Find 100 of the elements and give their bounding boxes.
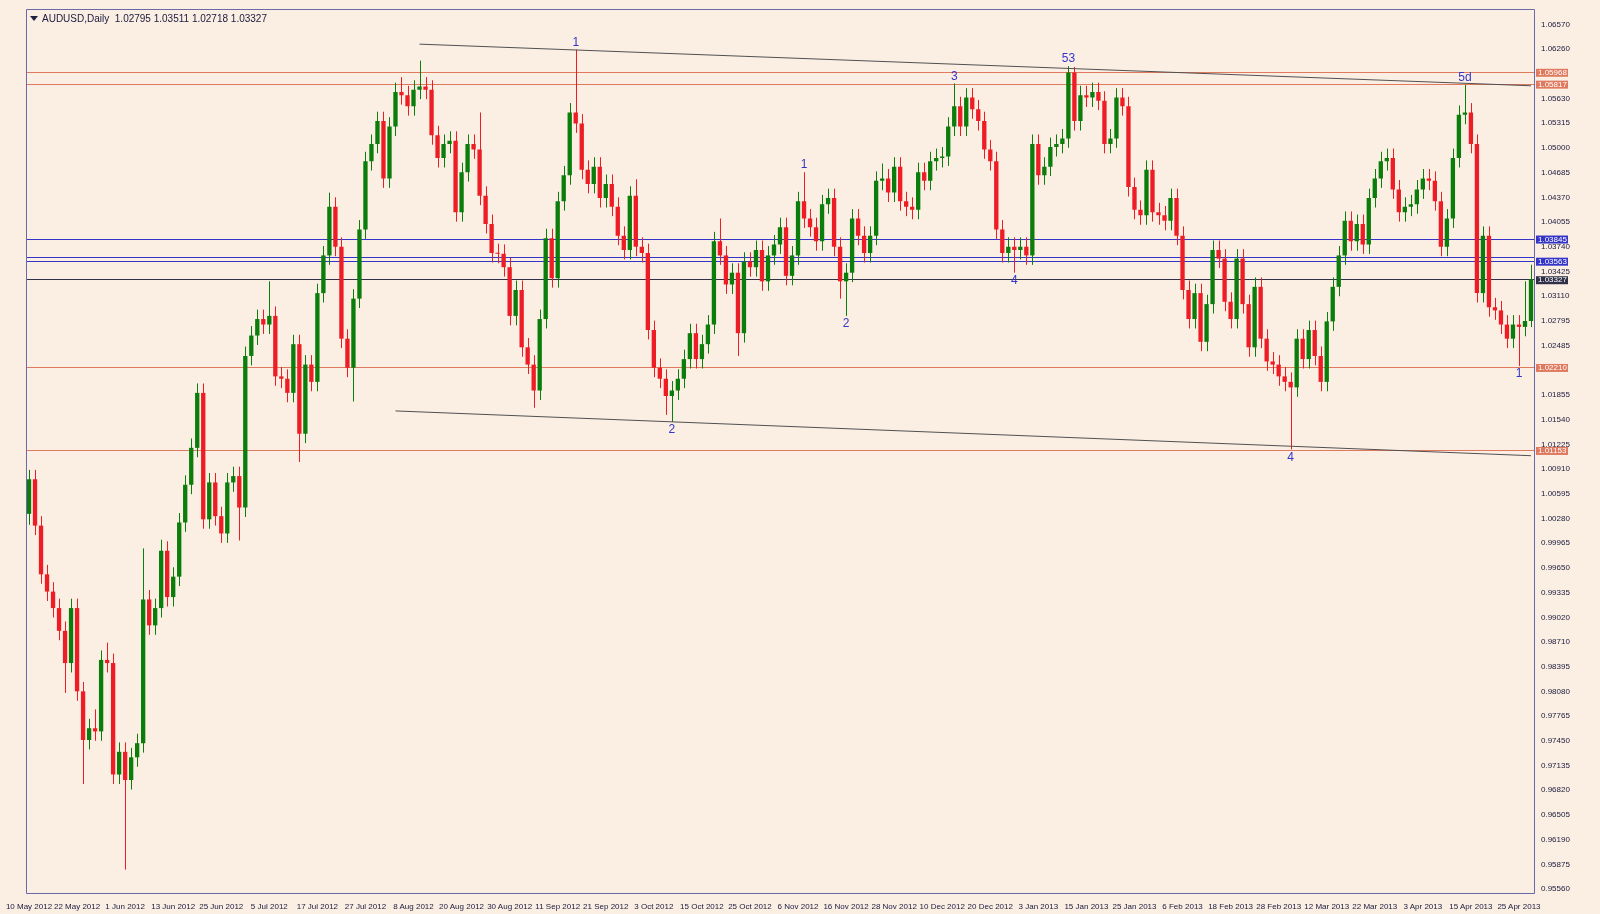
x-tick-label: 25 Jun 2012: [199, 902, 244, 912]
candlestick: [1354, 214, 1359, 252]
candlestick: [879, 163, 885, 191]
y-tick-label: 1.00595: [1541, 489, 1571, 498]
candlestick: [411, 79, 416, 117]
candlestick: [928, 151, 933, 191]
candlestick: [153, 598, 158, 636]
x-tick-label: 1 Jun 2012: [105, 902, 146, 912]
candlestick: [417, 60, 422, 100]
candlestick: [1168, 188, 1173, 231]
candlestick: [116, 741, 122, 785]
candlestick: [375, 111, 380, 154]
candlestick: [609, 174, 614, 217]
candlestick: [1432, 170, 1438, 212]
candlestick: [657, 357, 662, 389]
x-tick-label: 15 Apr 2013: [1449, 902, 1494, 912]
candlestick: [1084, 85, 1089, 108]
x-tick-label: 13 Jun 2012: [151, 902, 196, 912]
candlestick: [471, 133, 476, 160]
candlestick: [1096, 82, 1101, 111]
x-tick-label: 3 Apr 2013: [1403, 902, 1443, 912]
y-tick-label: 0.96190: [1541, 834, 1571, 844]
candlestick: [435, 125, 440, 168]
candlestick: [1162, 205, 1167, 231]
candlestick: [1132, 177, 1137, 220]
candlestick: [1228, 291, 1233, 329]
candlestick: [50, 581, 56, 618]
candlestick: [134, 733, 140, 768]
candlestick: [1120, 87, 1125, 117]
y-tick-label: 1.05630: [1541, 93, 1571, 103]
candlestick: [1396, 179, 1401, 223]
annotation: 1: [1515, 366, 1523, 381]
candlestick: [885, 168, 891, 203]
y-tick-label: 1.02795: [1541, 316, 1571, 326]
candlestick: [525, 337, 530, 375]
annotation: 5d: [1458, 70, 1472, 85]
candlestick: [1270, 351, 1275, 375]
y-tick-label: 0.95875: [1541, 859, 1571, 869]
y-tick-label: 1.05315: [1541, 118, 1571, 128]
candlestick: [255, 309, 260, 346]
candlestick: [952, 82, 957, 137]
chart-title: AUDUSD,Daily 1.02795 1.03511 1.02718 1.03327: [42, 13, 267, 24]
x-tick-label: 6 Feb 2013: [1162, 902, 1204, 912]
candlestick: [1108, 128, 1113, 154]
candlestick: [1408, 194, 1413, 217]
annotation: 2: [842, 316, 850, 331]
candlestick: [1372, 168, 1377, 209]
ref-line-label: 1.03563: [1538, 256, 1568, 266]
annotation: 4: [1287, 449, 1295, 464]
candlestick: [1498, 300, 1504, 335]
candlestick: [1348, 210, 1353, 252]
candlestick: [813, 217, 819, 252]
candlestick: [585, 159, 590, 194]
candlestick: [1156, 202, 1161, 226]
candlestick: [861, 225, 867, 263]
ref-line-label: 1.02210: [1538, 363, 1568, 373]
x-tick-label: 15 Oct 2012: [680, 902, 725, 912]
x-tick-label: 22 May 2012: [53, 902, 101, 912]
y-tick-label: 1.03425: [1541, 266, 1571, 276]
annotation: 1: [800, 157, 808, 172]
y-tick-label: 1.06260: [1541, 44, 1571, 54]
x-tick-label: 15 Jan 2013: [1064, 902, 1109, 912]
candlestick: [1462, 84, 1468, 125]
y-tick-label: 0.96820: [1541, 785, 1571, 795]
annotation: 1: [572, 34, 580, 49]
y-tick-label: 0.97135: [1541, 760, 1571, 770]
ref-line-label: 1.03845: [1538, 234, 1568, 244]
candlestick: [1090, 82, 1095, 108]
candlestick: [801, 171, 807, 229]
candlestick: [988, 139, 993, 172]
ref-line-label: 1.05968: [1538, 67, 1568, 77]
x-tick-label: 27 Jul 2012: [344, 902, 387, 912]
x-tick-label: 28 Feb 2013: [1256, 902, 1302, 912]
y-tick-label: 1.01540: [1541, 414, 1571, 424]
candlestick: [717, 218, 723, 266]
y-tick-label: 1.05000: [1541, 143, 1571, 153]
candlestick: [267, 280, 272, 335]
candlestick: [621, 225, 626, 260]
y-tick-label: 0.99020: [1541, 612, 1571, 622]
y-tick-label: 1.00910: [1541, 464, 1571, 474]
y-tick-label: 1.04370: [1541, 192, 1571, 202]
candlestick: [1054, 133, 1059, 157]
candlestick: [219, 506, 224, 544]
candlestick: [771, 234, 777, 266]
x-tick-label: 5 Jul 2012: [250, 902, 289, 912]
y-tick-label: 0.99335: [1541, 587, 1571, 597]
x-tick-label: 11 Sep 2012: [535, 902, 581, 912]
candlestick: [309, 354, 314, 392]
candlestick: [1360, 214, 1365, 255]
candlestick: [1216, 240, 1221, 269]
x-tick-label: 17 Jul 2012: [296, 902, 339, 912]
x-tick-label: 25 Apr 2013: [1497, 902, 1542, 912]
ref-line-label: 1.01153: [1538, 446, 1567, 456]
candlestick: [940, 146, 945, 168]
candlestick: [56, 598, 62, 641]
candlestick: [423, 76, 428, 100]
x-tick-label: 10 May 2012: [5, 902, 53, 912]
ref-line-label: 1.05817: [1538, 79, 1568, 89]
candlestick: [1060, 128, 1065, 154]
candlestick: [1000, 219, 1005, 263]
